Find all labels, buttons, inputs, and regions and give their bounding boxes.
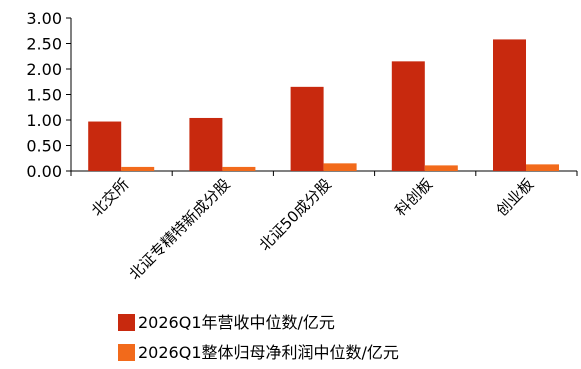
y-tick-label: 2.00 <box>26 60 62 79</box>
y-tick-label: 0.50 <box>26 137 62 156</box>
bar-net-profit-2 <box>323 163 357 171</box>
bar-net-profit-4 <box>526 164 560 171</box>
legend-swatch-revenue <box>118 314 135 331</box>
bar-net-profit-1 <box>222 166 256 171</box>
bar-revenue-1 <box>189 117 223 171</box>
legend-label-net-profit: 2026Q1整体归母净利润中位数/亿元 <box>138 343 399 362</box>
bar-net-profit-3 <box>424 165 458 171</box>
y-tick-label: 0.00 <box>26 162 62 181</box>
chart-legend: 2026Q1年营收中位数/亿元 2026Q1整体归母净利润中位数/亿元 <box>118 313 399 362</box>
bar-marks <box>88 39 560 171</box>
x-category-label: 北证专精特新成分股 <box>125 175 233 283</box>
x-category-label: 科创板 <box>391 175 436 220</box>
x-category-label: 北证50成分股 <box>256 175 335 254</box>
bar-revenue-3 <box>391 61 425 171</box>
y-tick-label: 2.50 <box>26 35 62 54</box>
bar-revenue-4 <box>493 39 527 171</box>
legend-label-revenue: 2026Q1年营收中位数/亿元 <box>138 313 335 332</box>
bar-revenue-2 <box>290 86 324 171</box>
x-category-label: 创业板 <box>493 175 538 220</box>
x-category-label: 北交所 <box>88 175 133 220</box>
bar-net-profit-0 <box>121 166 155 171</box>
y-tick-label: 1.50 <box>26 86 62 105</box>
y-tick-label: 3.00 <box>26 9 62 28</box>
legend-swatch-net-profit <box>118 344 135 361</box>
bar-revenue-0 <box>88 121 122 171</box>
y-tick-label: 1.00 <box>26 111 62 130</box>
